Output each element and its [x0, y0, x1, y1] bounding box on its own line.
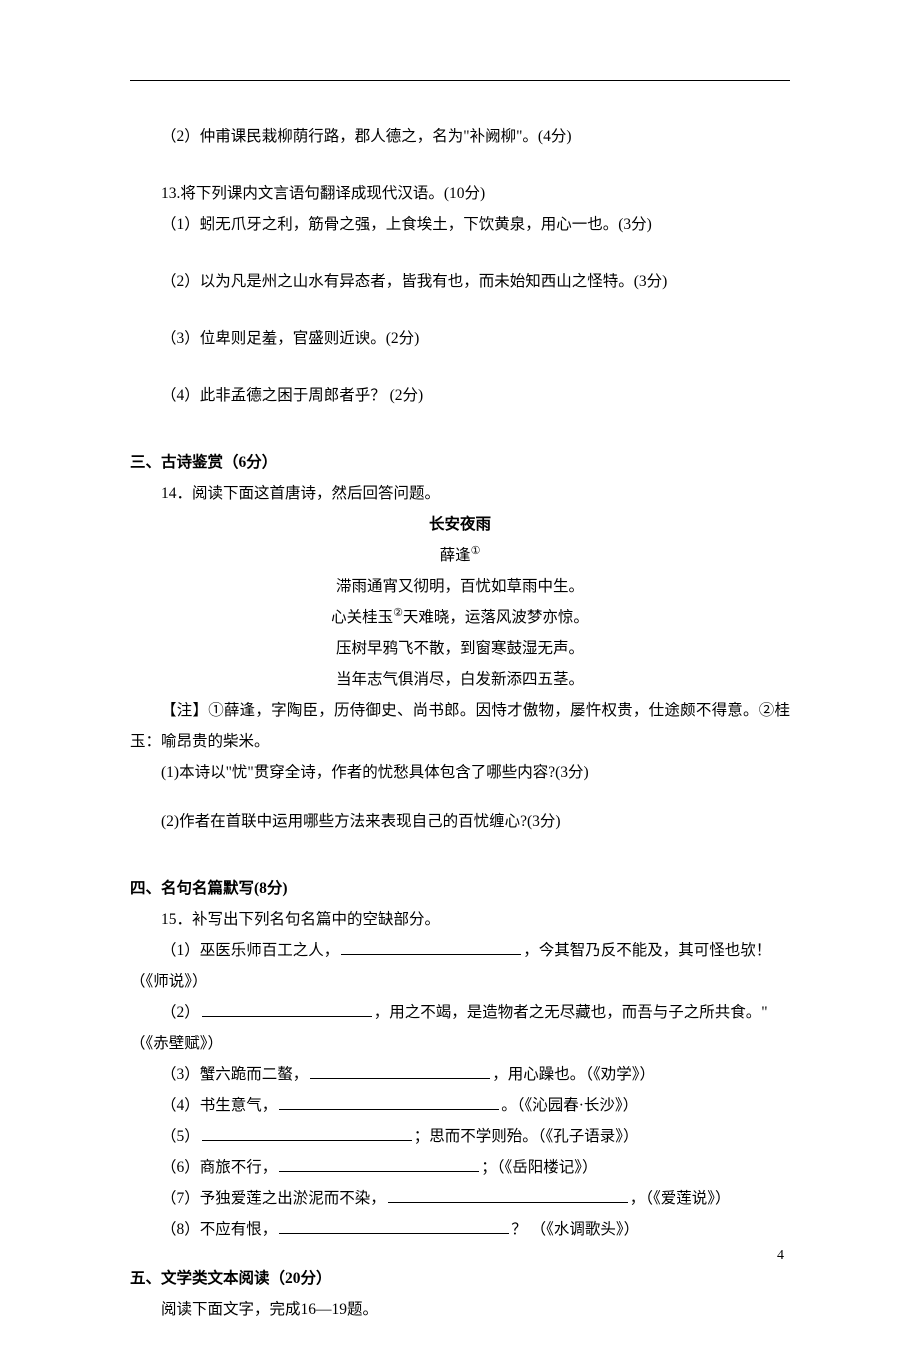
page-number: 4 [777, 1248, 784, 1264]
q13-intro: 13.将下列课内文言语句翻译成现代汉语。(10分) [130, 178, 790, 209]
q15-3: （3）蟹六跪而二螯， ，用心躁也。（《劝学》） [130, 1059, 790, 1090]
poem-title: 长安夜雨 [130, 509, 790, 540]
q14-1: (1)本诗以"忧"贯穿全诗，作者的忧愁具体包含了哪些内容?(3分) [130, 757, 790, 788]
q13-item4: （4）此非孟德之困于周郎者乎？ (2分) [130, 380, 790, 411]
section-5-heading: 五、文学类文本阅读（20分） [130, 1263, 790, 1294]
blank-fill [279, 1157, 479, 1173]
q15-4a: （4）书生意气， [161, 1097, 277, 1114]
poem-author: 薛逢① [130, 540, 790, 571]
q15-3b: ，用心躁也。（《劝学》） [492, 1066, 655, 1083]
blank-fill [310, 1064, 490, 1080]
top-rule [130, 80, 790, 81]
q15-7a: （7）予独爱莲之出淤泥而不染， [161, 1190, 386, 1207]
q15-2a: （2） [161, 1004, 200, 1021]
poem-line-2: 心关桂玉②天难晓，运落风波梦亦惊。 [130, 602, 790, 633]
q15-6: （6）商旅不行， ；（《岳阳楼记》） [130, 1152, 790, 1183]
blank-fill [279, 1219, 509, 1235]
q13-item2: （2）以为凡是州之山水有异态者，皆我有也，而未始知西山之怪特。(3分) [130, 266, 790, 297]
q15-intro: 15．补写出下列名句名篇中的空缺部分。 [130, 904, 790, 935]
blank-fill [202, 1126, 412, 1142]
document-content: （2）仲甫课民栽柳荫行路，郡人德之，名为"补阙柳"。(4分) 13.将下列课内文… [130, 121, 790, 1325]
q15-6b: ；（《岳阳楼记》） [481, 1159, 597, 1176]
q15-1: （1）巫医乐师百工之人， ，今其智乃反不能及，其可怪也欤！ [130, 935, 790, 966]
poem-line-4: 当年志气俱消尽，白发新添四五茎。 [130, 664, 790, 695]
blank-fill [341, 940, 521, 956]
q15-6a: （6）商旅不行， [161, 1159, 277, 1176]
q15-2-src: （《赤壁赋》） [130, 1028, 790, 1059]
poem-author-name: 薛逢 [440, 547, 471, 564]
q15-2: （2） ，用之不竭，是造物者之无尽藏也，而吾与子之所共食。" [130, 997, 790, 1028]
poem-line-2a: 心关桂玉 [331, 609, 393, 626]
poem-note: 【注】①薛逢，字陶臣，历侍御史、尚书郎。因恃才傲物，屡忤权贵，仕途颇不得意。②桂… [130, 695, 790, 757]
poem-line-3: 压树早鸦飞不散，到窗寒鼓湿无声。 [130, 633, 790, 664]
q15-1b: ，今其智乃反不能及，其可怪也欤！ [523, 942, 771, 959]
blank-fill [279, 1095, 499, 1111]
poem-line-1: 滞雨通宵又彻明，百忧如草雨中生。 [130, 571, 790, 602]
q15-8: （8）不应有恨， ？ （《水调歌头》） [130, 1214, 790, 1245]
q12-2: （2）仲甫课民栽柳荫行路，郡人德之，名为"补阙柳"。(4分) [130, 121, 790, 152]
q15-4: （4）书生意气， 。（《沁园春·长沙》） [130, 1090, 790, 1121]
blank-fill [388, 1188, 628, 1204]
q15-8a: （8）不应有恨， [161, 1221, 277, 1238]
q15-5a: （5） [161, 1128, 200, 1145]
q14-2: (2)作者在首联中运用哪些方法来表现自己的百忧缠心?(3分) [130, 806, 790, 837]
q15-1-src: （《师说》） [130, 966, 790, 997]
q13-item1: （1）蚓无爪牙之利，筋骨之强，上食埃土，下饮黄泉，用心一也。(3分) [130, 209, 790, 240]
q15-5: （5） ；思而不学则殆。（《孔子语录》） [130, 1121, 790, 1152]
q15-2b: ，用之不竭，是造物者之无尽藏也，而吾与子之所共食。" [374, 1004, 768, 1021]
q15-1a: （1）巫医乐师百工之人， [161, 942, 339, 959]
poem-line-2b: 天难晓，运落风波梦亦惊。 [403, 609, 589, 626]
q15-8b: ？ （《水调歌头》） [511, 1221, 639, 1238]
q15-3a: （3）蟹六跪而二螯， [161, 1066, 308, 1083]
q13-item3: （3）位卑则足羞，官盛则近谀。(2分) [130, 323, 790, 354]
section-3-heading: 三、古诗鉴赏（6分） [130, 447, 790, 478]
q15-4b: 。（《沁园春·长沙》） [501, 1097, 638, 1114]
q15-5b: ；思而不学则殆。（《孔子语录》） [414, 1128, 639, 1145]
q15-7: （7）予独爱莲之出淤泥而不染， ，（《爱莲说》） [130, 1183, 790, 1214]
poem-line-2-mark: ② [393, 607, 403, 619]
section-4-heading: 四、名句名篇默写(8分) [130, 873, 790, 904]
blank-fill [202, 1002, 372, 1018]
q14-intro: 14．阅读下面这首唐诗，然后回答问题。 [130, 478, 790, 509]
s5-intro: 阅读下面文字，完成16—19题。 [130, 1294, 790, 1325]
poem-note-mark: ① [471, 545, 481, 557]
q15-7b: ，（《爱莲说》） [630, 1190, 731, 1207]
